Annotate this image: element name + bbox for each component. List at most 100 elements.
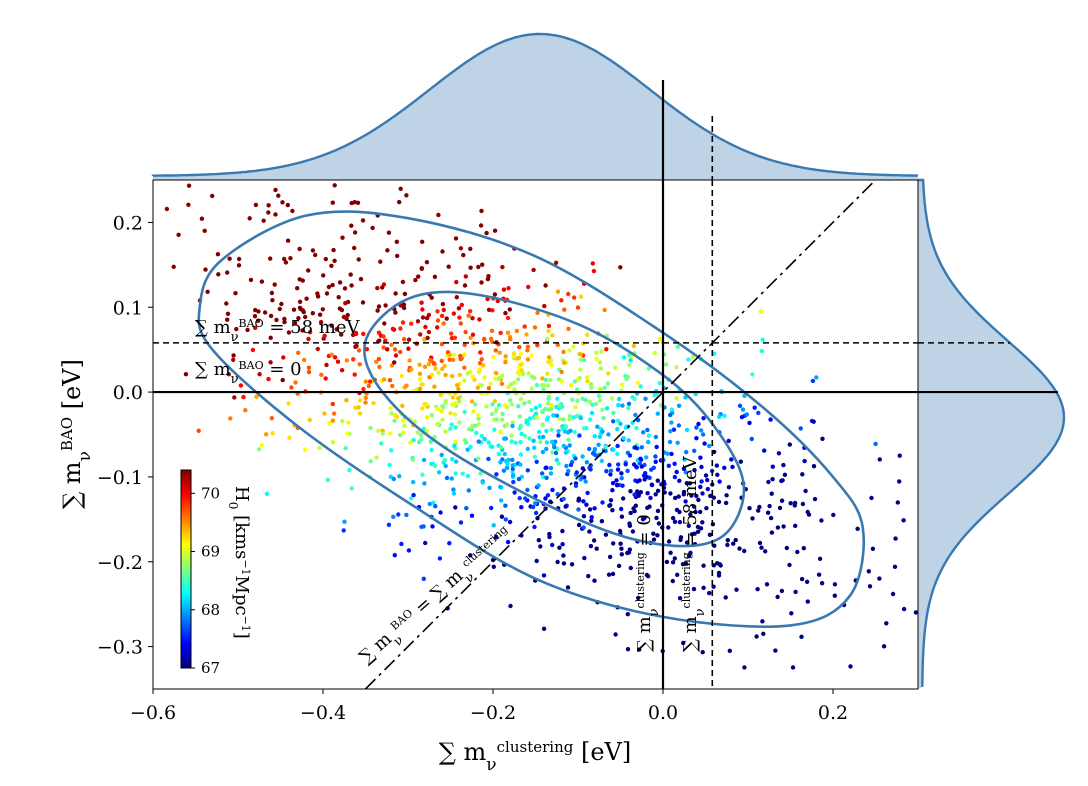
scatter-point <box>597 360 603 365</box>
scatter-point <box>418 437 424 442</box>
scatter-point <box>491 354 496 360</box>
scatter-point <box>597 398 603 403</box>
scatter-point <box>598 366 603 371</box>
scatter-point <box>543 377 548 383</box>
scatter-point <box>423 540 428 546</box>
scatter-point <box>572 429 577 435</box>
scatter-point <box>356 405 361 410</box>
scatter-point <box>538 439 543 445</box>
scatter-point <box>233 291 238 296</box>
scatter-point <box>401 430 406 435</box>
scatter-point <box>446 264 451 269</box>
scatter-point <box>19 353 23 357</box>
scatter-point <box>273 187 278 193</box>
scatter-point <box>592 506 597 511</box>
scatter-point <box>676 403 682 408</box>
scatter-point <box>444 475 450 481</box>
scatter-point <box>225 317 230 322</box>
scatter-point <box>339 368 345 373</box>
scatter-point <box>799 634 804 639</box>
scatter-point <box>575 305 581 310</box>
scatter-point <box>390 383 395 389</box>
annotation-clustering-58mev: ∑ mνclustering = 58 meV <box>680 455 708 652</box>
scatter-point <box>627 453 633 458</box>
scatter-point <box>554 457 559 463</box>
scatter-point <box>606 572 612 577</box>
scatter-point <box>537 429 542 435</box>
scatter-point <box>346 420 351 425</box>
scatter-point <box>306 336 311 342</box>
scatter-point <box>694 436 699 441</box>
scatter-point <box>684 481 689 486</box>
scatter-point <box>443 429 448 434</box>
scatter-point <box>381 345 386 350</box>
scatter-point <box>436 370 441 375</box>
x-tick-label: −0.6 <box>130 702 176 724</box>
scatter-point <box>590 451 596 456</box>
scatter-point <box>532 454 538 460</box>
scatter-point <box>389 411 394 416</box>
scatter-point <box>619 552 624 557</box>
scatter-point <box>546 355 552 360</box>
scatter-point <box>775 594 780 600</box>
scatter-point <box>456 386 461 392</box>
scatter-point <box>92 110 96 114</box>
scatter-point <box>700 491 705 496</box>
scatter-point <box>342 286 348 291</box>
scatter-point <box>795 549 800 555</box>
scatter-point <box>554 404 559 410</box>
scatter-point <box>779 498 785 503</box>
scatter-point <box>635 380 641 385</box>
scatter-point <box>769 491 774 496</box>
scatter-point <box>542 303 547 309</box>
scatter-point <box>652 392 657 398</box>
scatter-point <box>591 268 597 274</box>
scatter-point <box>805 599 810 604</box>
scatter-point <box>762 448 767 453</box>
scatter-point <box>402 291 408 297</box>
scatter-point <box>723 595 728 600</box>
scatter-point <box>356 348 362 353</box>
scatter-point <box>645 491 650 496</box>
scatter-point <box>504 405 510 410</box>
scatter-point <box>444 316 449 321</box>
scatter-point <box>869 495 874 501</box>
scatter-point <box>345 431 350 436</box>
scatter-point <box>615 418 621 423</box>
scatter-point <box>726 485 732 490</box>
scatter-point <box>525 419 530 424</box>
scatter-point <box>340 235 345 240</box>
scatter-point <box>715 472 720 477</box>
scatter-point <box>245 327 250 333</box>
scatter-point <box>803 488 808 494</box>
scatter-point <box>639 464 644 469</box>
scatter-point <box>593 401 599 407</box>
scatter-point <box>782 472 788 477</box>
scatter-point <box>561 349 566 355</box>
scatter-point <box>250 347 256 353</box>
y-axis-ticks: −0.3 −0.2 −0.1 0.0 0.1 0.2 <box>97 212 153 659</box>
scatter-point <box>689 703 693 707</box>
scatter-point <box>538 544 543 549</box>
scatter-point <box>315 346 320 352</box>
scatter-point <box>832 593 837 598</box>
scatter-point <box>781 524 786 529</box>
scatter-point <box>867 584 873 589</box>
scatter-point <box>420 406 425 411</box>
scatter-point <box>519 505 524 510</box>
scatter-point <box>392 553 397 558</box>
scatter-point <box>578 352 583 357</box>
scatter-point <box>391 514 396 519</box>
scatter-point <box>417 371 423 376</box>
scatter-point <box>600 429 605 434</box>
scatter-point <box>297 246 302 252</box>
scatter-point <box>670 515 676 521</box>
scatter-point <box>599 519 605 524</box>
scatter-point <box>699 479 704 484</box>
scatter-point <box>585 378 590 384</box>
scatter-point <box>510 457 515 462</box>
scatter-point <box>352 245 357 251</box>
scatter-point <box>557 416 562 421</box>
x-marginal-curve <box>151 32 918 177</box>
scatter-point <box>531 267 536 273</box>
